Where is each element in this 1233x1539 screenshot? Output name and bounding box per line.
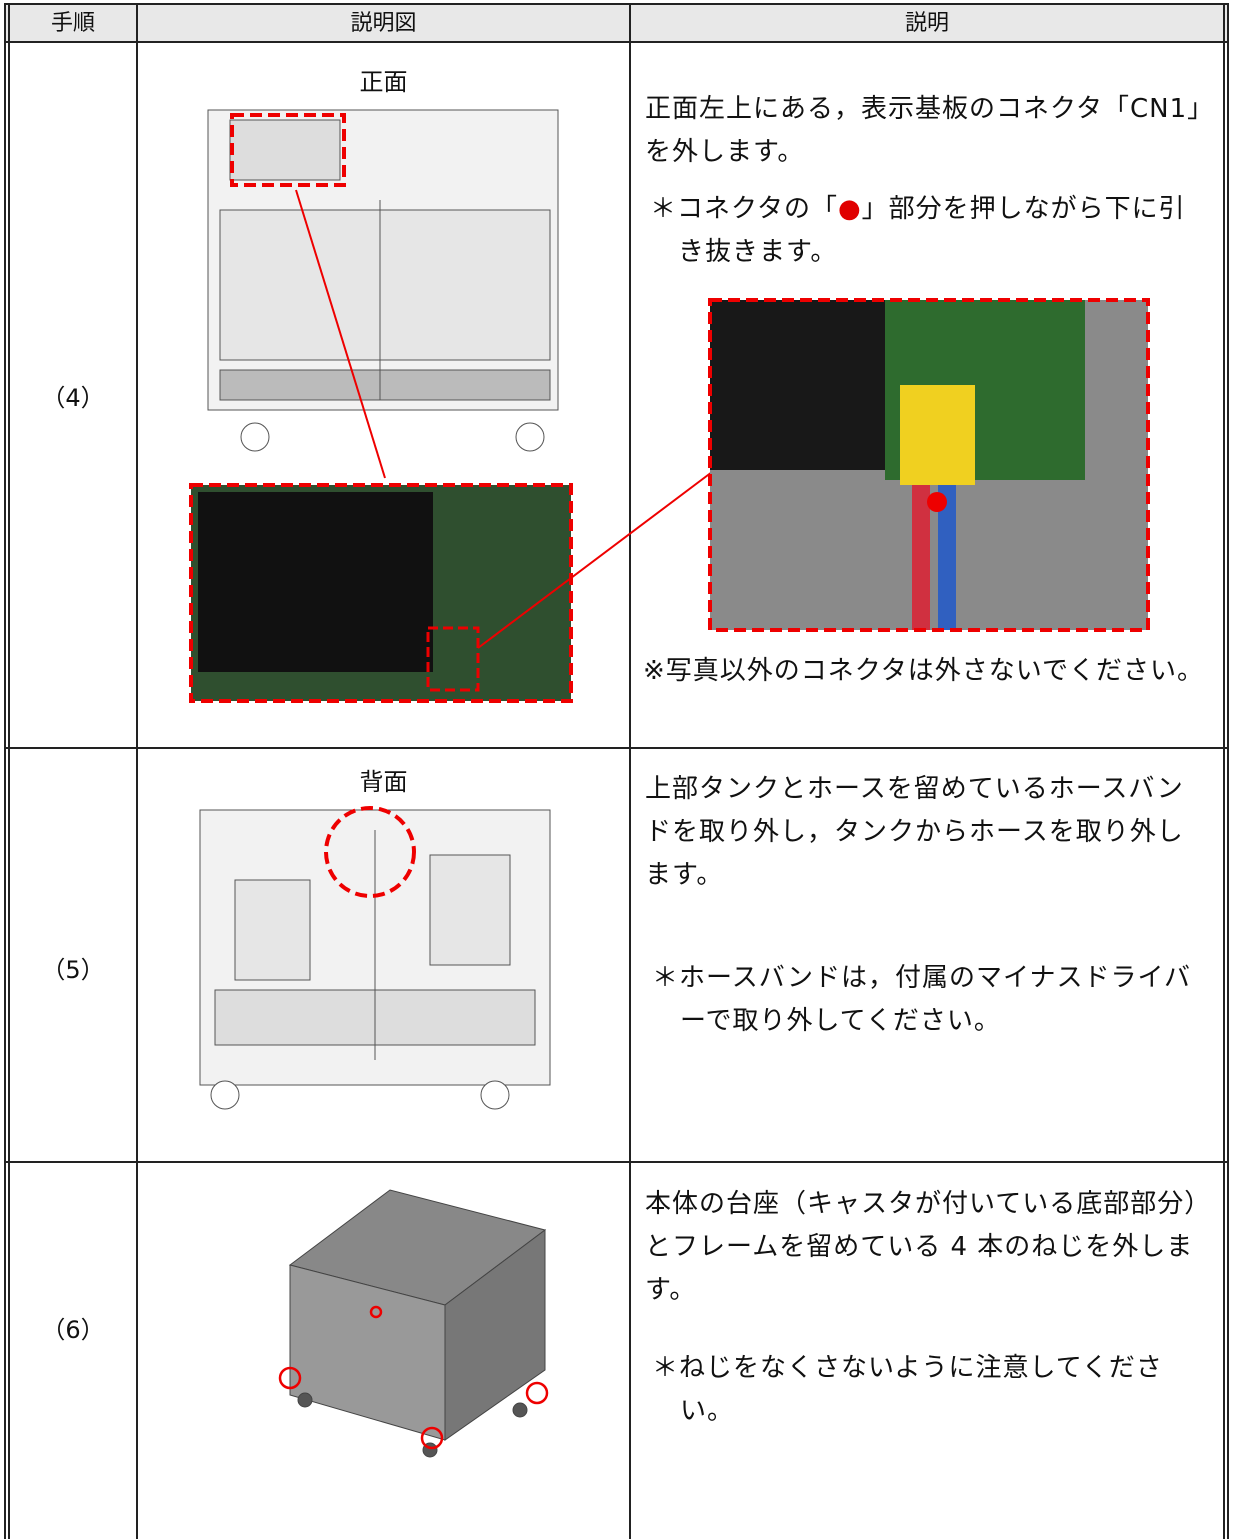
step-label: （5）	[41, 956, 105, 984]
description: 正面左上にある，表示基板のコネクタ「CN1」を外します。	[645, 94, 1202, 167]
iso-drawing	[288, 1189, 547, 1458]
highlight-box	[230, 113, 346, 187]
back-drawing	[199, 809, 551, 1110]
highlight-circle	[324, 806, 416, 898]
header-bg	[5, 5, 1228, 42]
figure-label: 正面	[359, 68, 408, 96]
note: ＊コネクタの「●」部分を押しながら下に引き抜きます。	[650, 188, 1205, 274]
pointer-line	[477, 471, 713, 649]
highlight-box	[426, 626, 480, 692]
pointer-line	[295, 189, 386, 479]
step-label: （4）	[41, 384, 105, 412]
warning: ※写真以外のコネクタは外さないでください。	[643, 656, 1204, 686]
description: 本体の台座（キャスタが付いている底部部分）とフレームを留めている 4 本のねじを…	[645, 1189, 1199, 1305]
note: ＊ねじをなくさないように注意してください。	[652, 1353, 1163, 1426]
highlight-box	[189, 483, 573, 703]
header-cell: 説明図	[350, 11, 417, 36]
photo-part	[710, 300, 885, 470]
grid-lines	[4, 3, 1229, 1539]
figure-label: 背面	[359, 768, 408, 796]
screw-marks	[278, 1305, 549, 1450]
step-label: （6）	[41, 1316, 105, 1344]
display-panel	[198, 492, 433, 672]
front-drawing	[207, 109, 559, 452]
photo-part	[938, 485, 956, 630]
header-cell: 説明	[904, 11, 949, 36]
note-marker: ●	[837, 194, 862, 224]
note: ＊ホースバンドは，付属のマイナスドライバーで取り外してください。	[652, 963, 1191, 1036]
note-text: ＊コネクタの「	[650, 194, 838, 224]
highlight-box	[708, 298, 1150, 632]
photo-part	[912, 485, 930, 630]
description: 上部タンクとホースを留めているホースバンドを取り外し，タンクからホースを取り外し…	[645, 774, 1184, 890]
header-cell: 手順	[50, 11, 95, 36]
note-text: 」部分を押しながら下に引き抜きます。	[678, 194, 1186, 267]
red-dot-marker	[927, 492, 947, 512]
photo-part	[900, 385, 975, 485]
